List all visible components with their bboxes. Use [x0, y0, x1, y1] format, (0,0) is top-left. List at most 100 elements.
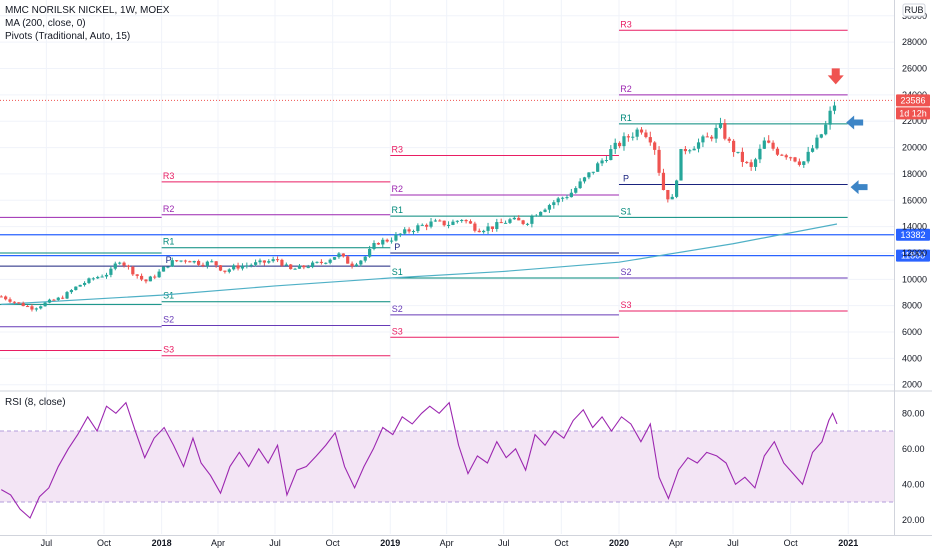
candle-body — [578, 181, 582, 189]
candle-body — [473, 223, 477, 231]
candle-body — [552, 202, 556, 206]
candle-body — [144, 279, 148, 282]
price-tick-label: 20000 — [902, 143, 927, 153]
candle-body — [468, 221, 473, 224]
pivot-label-s1: S1 — [163, 291, 174, 301]
last-price-tag — [896, 94, 930, 107]
pivot-label-s2: S2 — [163, 314, 174, 324]
pivot-label-s3: S3 — [392, 326, 403, 336]
candle-body — [675, 180, 679, 197]
pivot-label-r2: R2 — [163, 204, 175, 214]
candle-body — [74, 286, 78, 291]
candle-body — [398, 233, 402, 235]
time-tick-label: 2019 — [380, 538, 400, 548]
candle-body — [631, 136, 635, 138]
candle-body — [104, 274, 109, 277]
rsi-tick-label: 60.00 — [902, 444, 925, 454]
candle-body — [192, 260, 196, 263]
moving-average — [1, 223, 838, 305]
horizontal-line-tag — [896, 249, 930, 262]
candle-body — [793, 157, 797, 162]
arrow-down-icon — [827, 68, 844, 85]
currency-box — [902, 3, 926, 17]
candle-body — [227, 269, 231, 272]
candle-body — [153, 276, 157, 278]
time-tick-label: Apr — [211, 538, 225, 548]
price-tick-label: 28000 — [902, 37, 927, 47]
candle-body — [736, 151, 740, 153]
candle-body — [508, 219, 512, 223]
annotations — [827, 68, 868, 195]
price-tick-label: 2000 — [902, 380, 922, 390]
candle-body — [543, 209, 547, 212]
candle-body — [499, 222, 503, 224]
candle-body — [596, 163, 600, 172]
candle-body — [495, 222, 499, 229]
candle-body — [718, 122, 723, 128]
pivot-label-s3: S3 — [163, 345, 174, 355]
candle-body — [574, 188, 578, 193]
candle-body — [254, 262, 258, 265]
candle-body — [4, 296, 8, 300]
candle-body — [701, 136, 705, 143]
candle-body — [381, 239, 385, 245]
candle-body — [648, 137, 652, 143]
candle-body — [403, 229, 407, 234]
candle-body — [109, 268, 113, 275]
candle-body — [727, 138, 731, 141]
candle-body — [425, 224, 429, 227]
candle-body — [692, 148, 696, 151]
candle-body — [363, 256, 367, 261]
candle-body — [530, 216, 534, 224]
pivot-label-p: P — [394, 242, 400, 252]
candle-body — [0, 296, 3, 298]
candle-body — [714, 127, 718, 139]
candle-body — [416, 225, 420, 232]
candle-body — [490, 226, 495, 229]
candle-body — [91, 278, 95, 280]
price-tick-label: 14000 — [902, 222, 927, 232]
horizontal-lines: 13382 11800 — [0, 228, 930, 262]
candle-body — [78, 284, 82, 287]
candle-body — [460, 220, 464, 222]
candle-body — [749, 162, 753, 167]
candle-body — [183, 260, 188, 262]
time-tick-label: Apr — [669, 538, 683, 548]
candle-body — [175, 260, 179, 262]
candle-body — [47, 299, 52, 303]
candle-body — [205, 261, 209, 266]
time-tick-label: Oct — [554, 538, 569, 548]
candle-body — [442, 220, 446, 226]
candle-body — [429, 221, 433, 227]
candle-body — [30, 306, 34, 310]
candle-body — [232, 265, 236, 270]
candle-body — [438, 220, 442, 222]
candle-body — [368, 248, 372, 257]
candle-body — [407, 229, 411, 232]
candle-body — [547, 205, 552, 210]
horizontal-line-label: 11800 — [901, 251, 925, 261]
candle-body — [166, 266, 170, 268]
candle-body — [767, 140, 771, 143]
candle-body — [245, 265, 249, 267]
ma-legend: MA (200, close, 0) — [5, 18, 86, 29]
rsi-band — [0, 431, 894, 503]
candle-body — [604, 160, 609, 162]
candle-body — [740, 151, 744, 162]
candle-body — [591, 171, 595, 173]
candle-body — [188, 261, 192, 263]
pivot-label-r1: R1 — [163, 237, 175, 247]
rsi-legend: RSI (8, close) — [5, 397, 66, 408]
candle-body — [118, 262, 122, 264]
candle-body — [815, 137, 819, 149]
candle-body — [670, 196, 674, 200]
pivot-label-r1: R1 — [620, 113, 632, 123]
horizontal-line-label: 13382 — [900, 230, 925, 240]
candle-body — [828, 110, 832, 125]
candle-body — [512, 217, 516, 220]
pivot-label-r3: R3 — [392, 144, 404, 154]
pivot-label-r2: R2 — [620, 84, 632, 94]
pivot-levels: R3 R2 R1 P S1 S2 S3 R3 R2 R1 P S1 S2 S3 R3 R2 R1 P S1 S2 S3 — [0, 19, 848, 357]
candle-body — [705, 136, 709, 138]
candle-body — [653, 142, 657, 150]
